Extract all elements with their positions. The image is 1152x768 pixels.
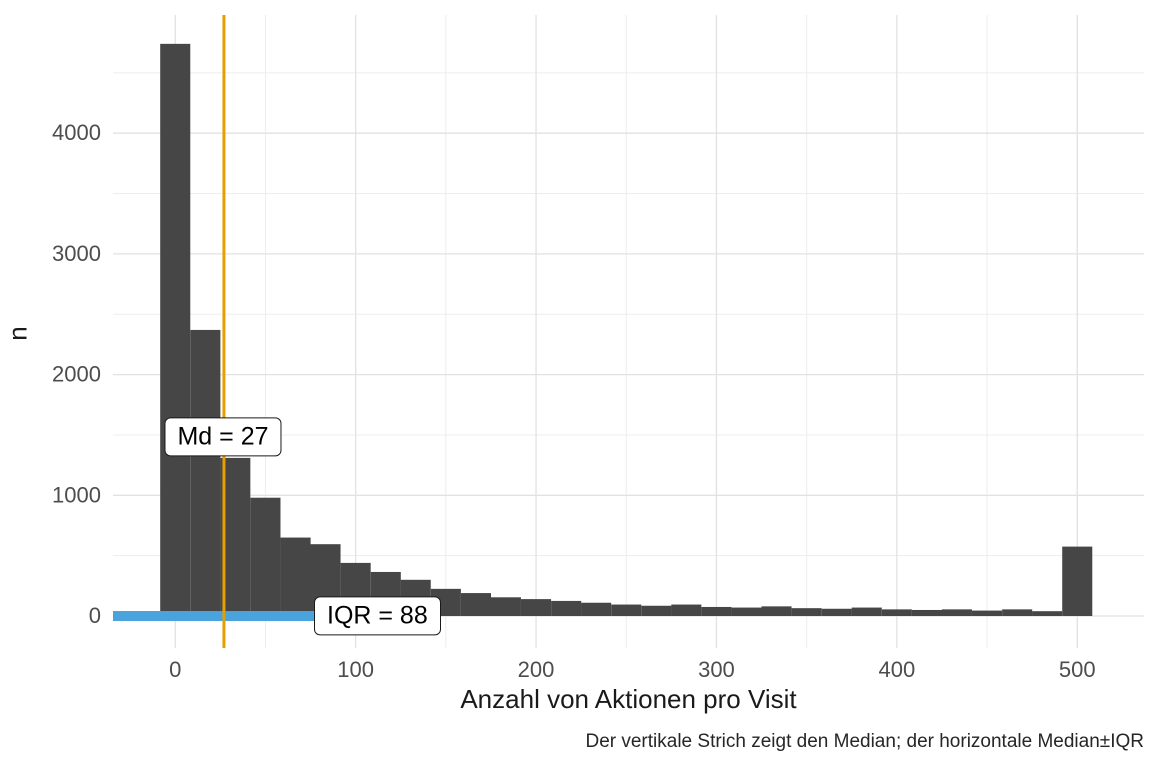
y-tick-label: 4000 [52, 120, 101, 145]
x-tick-label: 0 [169, 657, 181, 682]
histogram-bar [761, 606, 792, 617]
histogram-bar [911, 609, 943, 617]
histogram-bar [821, 608, 852, 617]
x-tick-label: 200 [518, 657, 555, 682]
y-axis-title: n [2, 326, 33, 341]
histogram-bar [160, 43, 191, 617]
x-tick-label: 300 [698, 657, 735, 682]
histogram-bar [791, 608, 822, 617]
histogram-bar [490, 597, 521, 617]
histogram-bar [701, 606, 732, 617]
chart-caption: Der vertikale Strich zeigt den Median; d… [585, 731, 1144, 752]
histogram-bar [250, 497, 281, 617]
histogram-bar [611, 604, 642, 617]
x-tick-label: 100 [337, 657, 374, 682]
histogram-bar [190, 329, 221, 617]
histogram-bar [581, 602, 612, 617]
histogram-bar [941, 609, 972, 617]
x-tick-label: 400 [878, 657, 915, 682]
histogram-bar [1062, 546, 1093, 617]
y-tick-label: 3000 [52, 241, 101, 266]
histogram-bar [1002, 609, 1033, 617]
histogram-bar [671, 604, 702, 617]
y-tick-label: 2000 [52, 362, 101, 387]
median-annotation-label: Md = 27 [164, 417, 282, 457]
y-tick-label: 1000 [52, 482, 101, 507]
histogram-bar [972, 610, 1003, 617]
histogram-bar [851, 607, 882, 617]
iqr-range-bar [113, 611, 383, 622]
histogram-bar [551, 600, 582, 617]
histogram-bar [460, 593, 492, 617]
histogram-bar [280, 537, 311, 617]
histogram-bar [731, 607, 762, 617]
x-tick-label: 500 [1059, 657, 1096, 682]
histogram-bar [521, 599, 552, 617]
histogram-bar [641, 605, 672, 617]
histogram-bar [881, 609, 912, 617]
x-axis-title: Anzahl von Aktionen pro Visit [460, 684, 797, 714]
histogram-bar [1032, 611, 1063, 617]
iqr-annotation-label: IQR = 88 [314, 596, 441, 636]
y-tick-label: 0 [89, 603, 101, 628]
